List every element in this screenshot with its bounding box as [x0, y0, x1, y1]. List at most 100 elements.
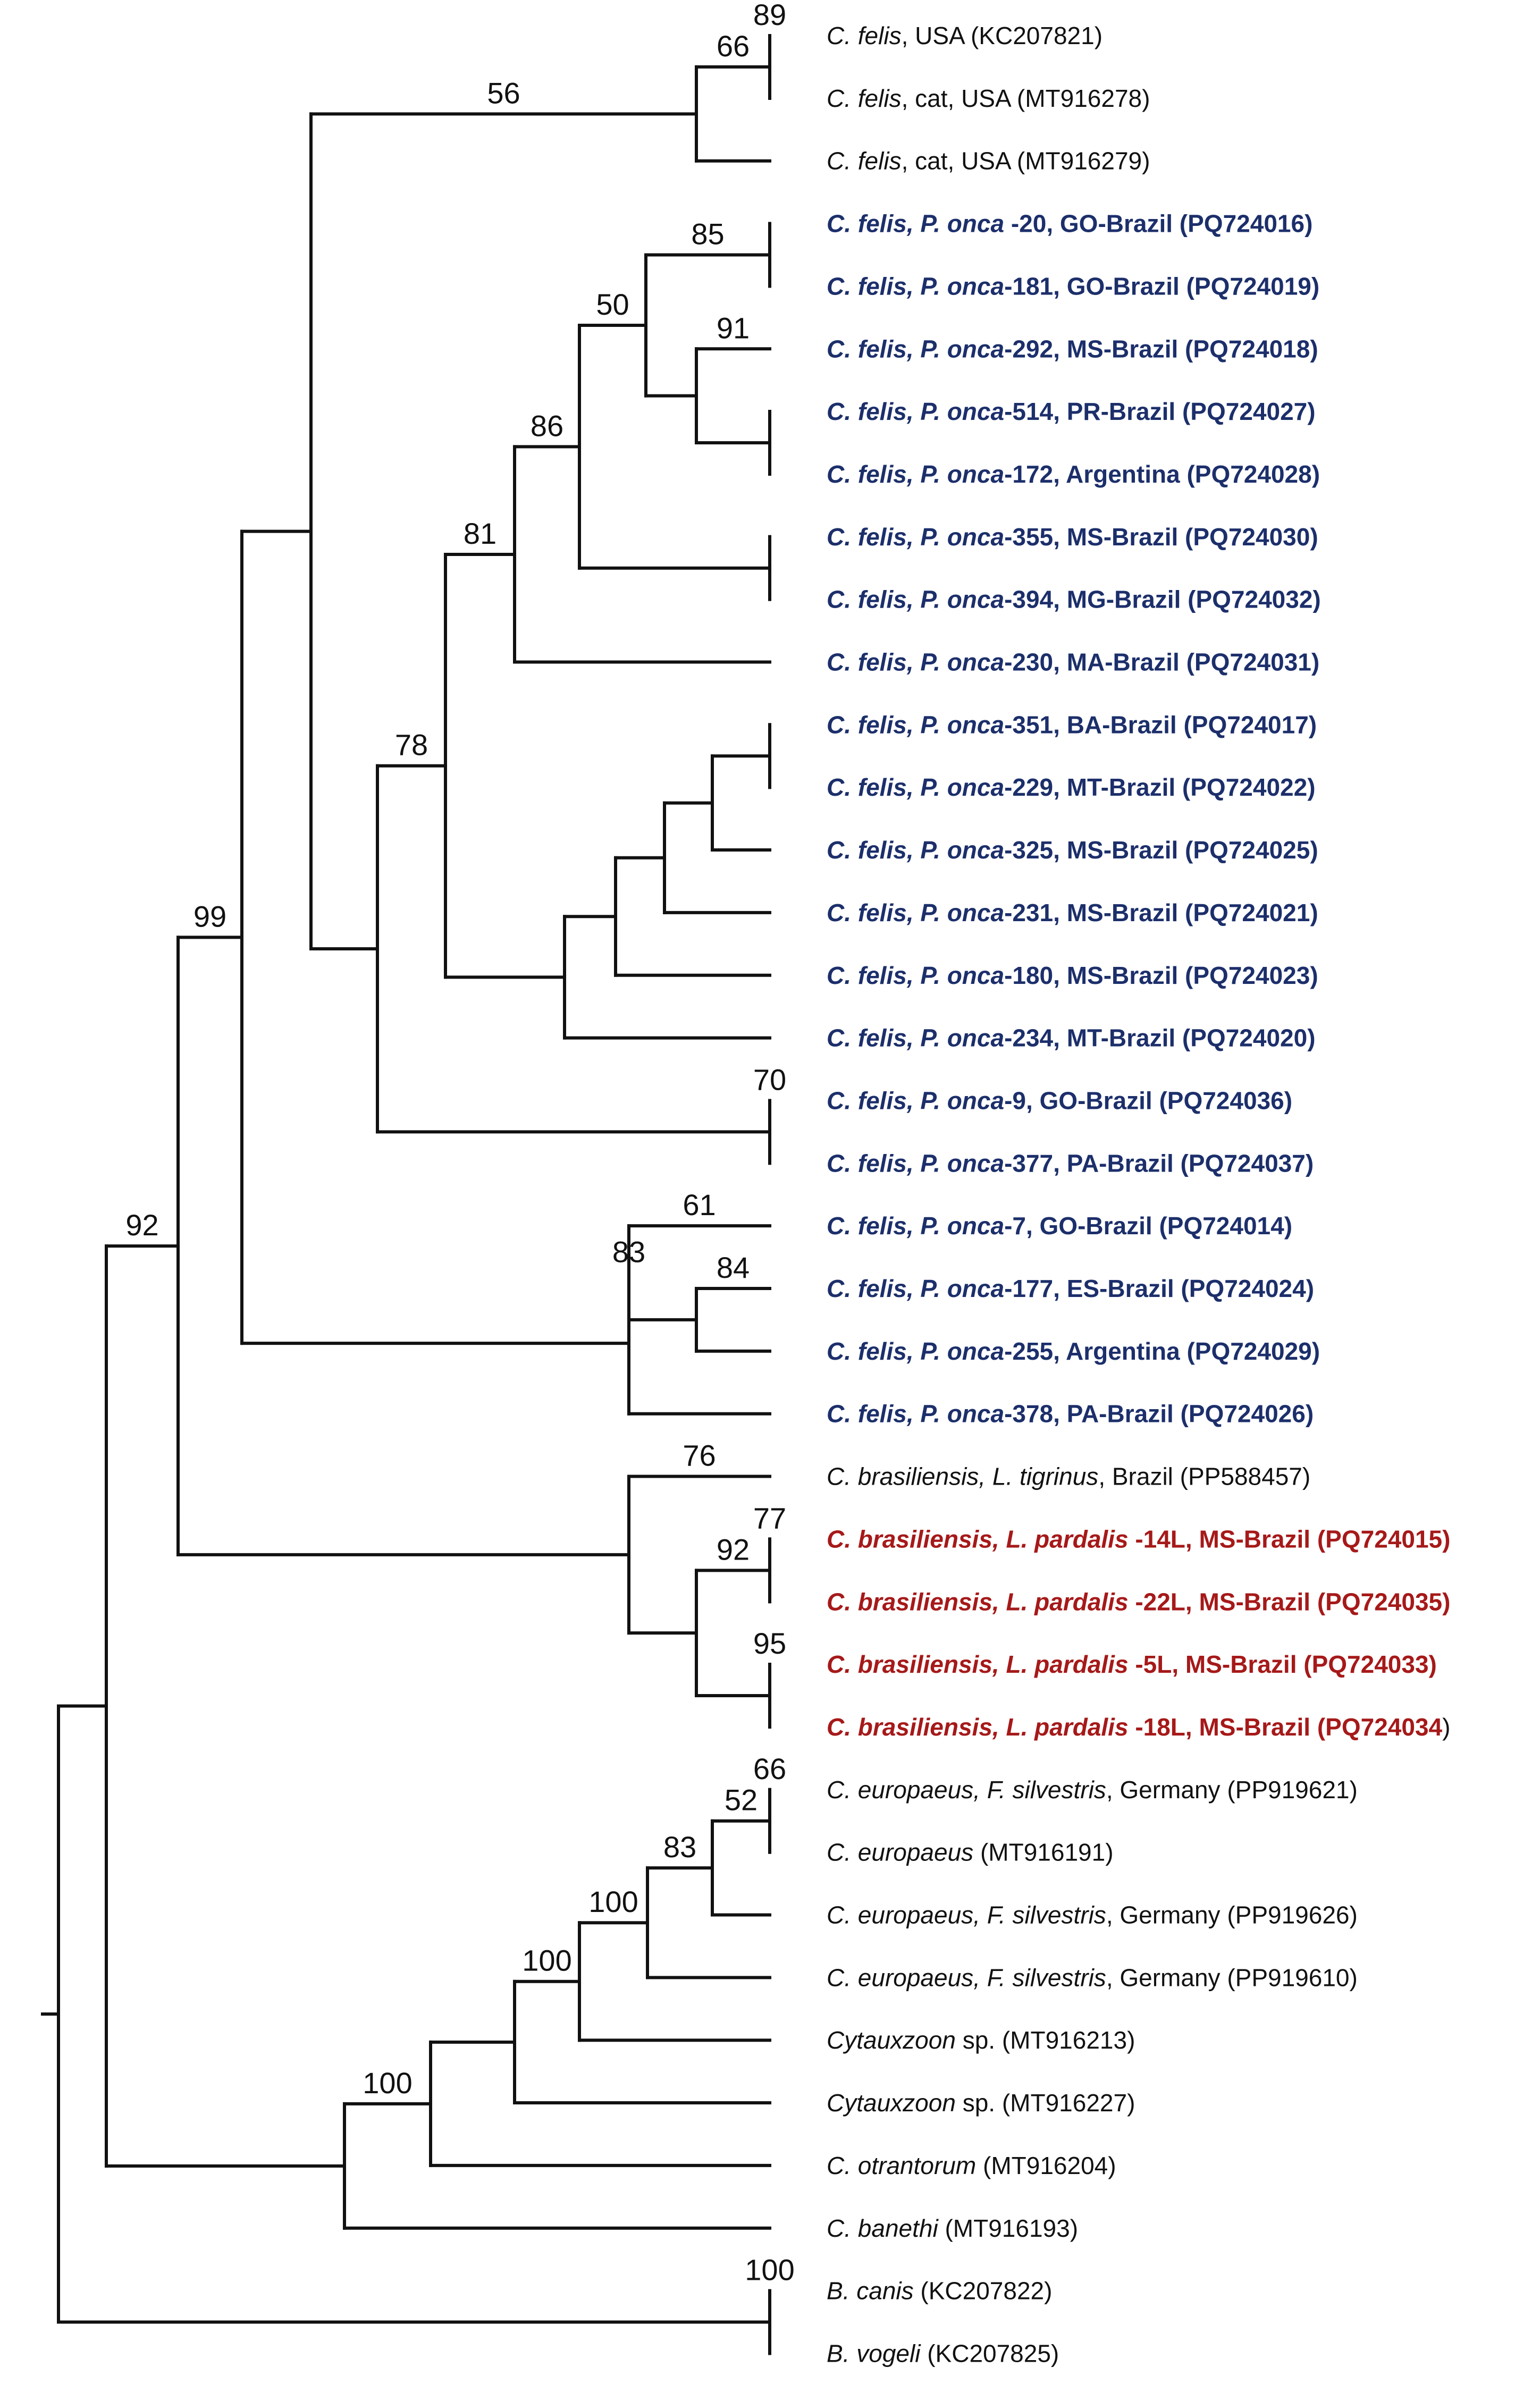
- taxon-label-t38: B. vogeli (KC207825): [827, 2339, 1059, 2367]
- bootstrap-value-n_84: 84: [717, 1251, 750, 1284]
- taxon-label-part: C. felis, P. onca: [827, 773, 1004, 801]
- taxon-label-part: -378, PA-Brazil (PQ724026): [1004, 1400, 1314, 1428]
- taxon-label-part: C. felis, P. onca: [827, 272, 1004, 300]
- bootstrap-value-n_95: 95: [753, 1627, 786, 1660]
- taxon-label-t25: C. brasiliensis, L. pardalis -14L, MS-Br…: [827, 1525, 1450, 1553]
- taxon-label-part: Cytauxzoon: [827, 2026, 956, 2054]
- taxon-label-part: C. brasiliensis, L. pardalis: [827, 1650, 1129, 1678]
- bootstrap-value-n_ms_pr: 91: [717, 311, 750, 344]
- bootstrap-value-n_100a: 100: [588, 1885, 638, 1918]
- tree-branches: [41, 34, 771, 2355]
- taxon-label-t22: C. felis, P. onca-255, Argentina (PQ7240…: [827, 1337, 1320, 1365]
- taxon-label-part: C. banethi: [827, 2214, 939, 2242]
- taxon-label-part: C. europaeus, F. silvestris: [827, 1964, 1106, 1991]
- bootstrap-value-n_86: 86: [531, 409, 563, 442]
- taxon-label-part: C. felis, P. onca: [827, 1337, 1004, 1365]
- bootstrap-value-n_100c: 100: [363, 2066, 412, 2100]
- taxon-label-part: -20, GO-Brazil (PQ724016): [1004, 210, 1312, 238]
- bootstrap-value-n_felis_usa: 89: [753, 0, 786, 31]
- taxon-label-part: -22L, MS-Brazil (PQ724035): [1129, 1588, 1451, 1615]
- taxon-label-part: C. felis, P. onca: [827, 1400, 1004, 1428]
- taxon-label-part: C. felis, P. onca: [827, 1212, 1004, 1240]
- taxon-label-part: -231, MS-Brazil (PQ724021): [1004, 899, 1318, 926]
- taxon-label-t33: Cytauxzoon sp. (MT916213): [827, 2026, 1135, 2054]
- taxon-label-part: B. vogeli: [827, 2339, 921, 2367]
- taxon-label-t26: C. brasiliensis, L. pardalis -22L, MS-Br…: [827, 1588, 1450, 1615]
- taxon-label-part: C. felis: [827, 147, 902, 175]
- taxon-label-part: -394, MG-Brazil (PQ724032): [1004, 586, 1321, 613]
- taxon-label-part: -5L, MS-Brazil (PQ724033): [1129, 1650, 1437, 1678]
- bootstrap-value-n_eu: 66: [753, 1752, 786, 1785]
- bootstrap-values: 8966918550868170785684618377959276996652…: [125, 0, 794, 2287]
- taxon-label-part: C. felis, P. onca: [827, 648, 1004, 676]
- taxon-label-part: C. brasiliensis, L. tigrinus: [827, 1463, 1098, 1490]
- taxon-label-part: C. brasiliensis, L. pardalis: [827, 1525, 1129, 1553]
- taxon-label-part: -292, MS-Brazil (PQ724018): [1004, 335, 1318, 363]
- taxon-label-part: , Brazil (PP588457): [1098, 1463, 1310, 1490]
- taxon-label-part: ): [1442, 1713, 1450, 1741]
- taxon-label-part: -14L, MS-Brazil (PQ724015): [1129, 1525, 1451, 1553]
- taxon-label-part: -172, Argentina (PQ724028): [1004, 460, 1320, 488]
- taxon-label-part: , cat, USA (MT916278): [902, 85, 1150, 112]
- taxon-label-t13: C. felis, P. onca-229, MT-Brazil (PQ7240…: [827, 773, 1316, 801]
- taxon-label-part: C. otrantorum: [827, 2152, 976, 2179]
- taxon-label-t18: C. felis, P. onca-9, GO-Brazil (PQ724036…: [827, 1086, 1292, 1114]
- taxon-label-part: -230, MA-Brazil (PQ724031): [1004, 648, 1319, 676]
- taxon-label-part: C. felis, P. onca: [827, 1024, 1004, 1052]
- taxon-label-t31: C. europaeus, F. silvestris, Germany (PP…: [827, 1901, 1358, 1929]
- taxon-label-part: , Germany (PP919621): [1106, 1776, 1358, 1804]
- bootstrap-value-n_85: 85: [691, 217, 724, 250]
- taxon-label-t32: C. europaeus, F. silvestris, Germany (PP…: [827, 1964, 1358, 1991]
- taxon-label-part: C. felis, P. onca: [827, 899, 1004, 926]
- taxon-label-t34: Cytauxzoon sp. (MT916227): [827, 2089, 1135, 2117]
- taxon-label-part: -229, MT-Brazil (PQ724022): [1004, 773, 1315, 801]
- taxon-label-part: C. felis, P. onca: [827, 962, 1004, 989]
- taxon-label-t2: C. felis, cat, USA (MT916278): [827, 85, 1150, 112]
- taxon-label-part: , USA (KC207821): [902, 22, 1103, 49]
- taxon-label-part: -514, PR-Brazil (PQ724027): [1004, 398, 1316, 425]
- taxon-label-part: C. felis, P. onca: [827, 210, 1004, 238]
- taxon-label-part: C. felis: [827, 85, 902, 112]
- taxon-label-t11: C. felis, P. onca-230, MA-Brazil (PQ7240…: [827, 648, 1319, 676]
- taxon-label-t16: C. felis, P. onca-180, MS-Brazil (PQ7240…: [827, 962, 1318, 989]
- taxon-label-part: C. felis, P. onca: [827, 398, 1004, 425]
- bootstrap-value-n_100b: 100: [522, 1944, 571, 1977]
- taxon-label-t21: C. felis, P. onca-177, ES-Brazil (PQ7240…: [827, 1275, 1314, 1302]
- taxon-label-part: -180, MS-Brazil (PQ724023): [1004, 962, 1318, 989]
- taxon-label-t5: C. felis, P. onca-181, GO-Brazil (PQ7240…: [827, 272, 1319, 300]
- taxon-label-part: , Germany (PP919626): [1106, 1901, 1358, 1929]
- taxon-label-t20: C. felis, P. onca-7, GO-Brazil (PQ724014…: [827, 1212, 1292, 1240]
- taxon-label-t37: B. canis (KC207822): [827, 2277, 1052, 2305]
- bootstrap-value-n_52: 52: [725, 1783, 758, 1817]
- taxon-label-t35: C. otrantorum (MT916204): [827, 2152, 1116, 2179]
- taxon-label-part: , cat, USA (MT916279): [902, 147, 1150, 175]
- taxon-label-part: -377, PA-Brazil (PQ724037): [1004, 1149, 1314, 1177]
- taxon-label-part: -255, Argentina (PQ724029): [1004, 1337, 1320, 1365]
- taxon-label-part: , Germany (PP919610): [1106, 1964, 1358, 1991]
- taxon-label-part: (KC207825): [920, 2339, 1059, 2367]
- taxon-label-part: -7, GO-Brazil (PQ724014): [1004, 1212, 1292, 1240]
- taxon-label-t1: C. felis, USA (KC207821): [827, 22, 1103, 49]
- bootstrap-value-n_bab: 100: [745, 2253, 794, 2287]
- taxon-label-part: C. felis: [827, 22, 902, 49]
- taxon-label-t28: C. brasiliensis, L. pardalis -18L, MS-Br…: [827, 1713, 1450, 1741]
- taxon-label-part: C. felis, P. onca: [827, 1275, 1004, 1302]
- taxon-label-part: C. europaeus, F. silvestris: [827, 1776, 1106, 1804]
- bootstrap-value-n_usa: 66: [717, 29, 750, 63]
- taxon-label-t10: C. felis, P. onca-394, MG-Brazil (PQ7240…: [827, 586, 1321, 613]
- taxon-label-t29: C. europaeus, F. silvestris, Germany (PP…: [827, 1776, 1358, 1804]
- taxon-label-part: C. brasiliensis, L. pardalis: [827, 1588, 1129, 1615]
- taxon-label-t9: C. felis, P. onca-355, MS-Brazil (PQ7240…: [827, 523, 1318, 551]
- taxon-label-t3: C. felis, cat, USA (MT916279): [827, 147, 1150, 175]
- taxon-label-t8: C. felis, P. onca-172, Argentina (PQ7240…: [827, 460, 1320, 488]
- taxon-label-part: C. felis, P. onca: [827, 335, 1004, 363]
- taxon-label-part: (MT916204): [976, 2152, 1116, 2179]
- taxon-labels: C. felis, USA (KC207821)C. felis, cat, U…: [827, 22, 1450, 2367]
- taxon-label-part: (MT916191): [973, 1839, 1113, 1866]
- taxon-label-t30: C. europaeus (MT916191): [827, 1839, 1114, 1866]
- taxon-label-part: C. europaeus: [827, 1839, 973, 1866]
- taxon-label-part: C. felis, P. onca: [827, 711, 1004, 738]
- bootstrap-value-n_56: 56: [487, 76, 520, 109]
- taxon-label-part: -325, MS-Brazil (PQ724025): [1004, 836, 1318, 864]
